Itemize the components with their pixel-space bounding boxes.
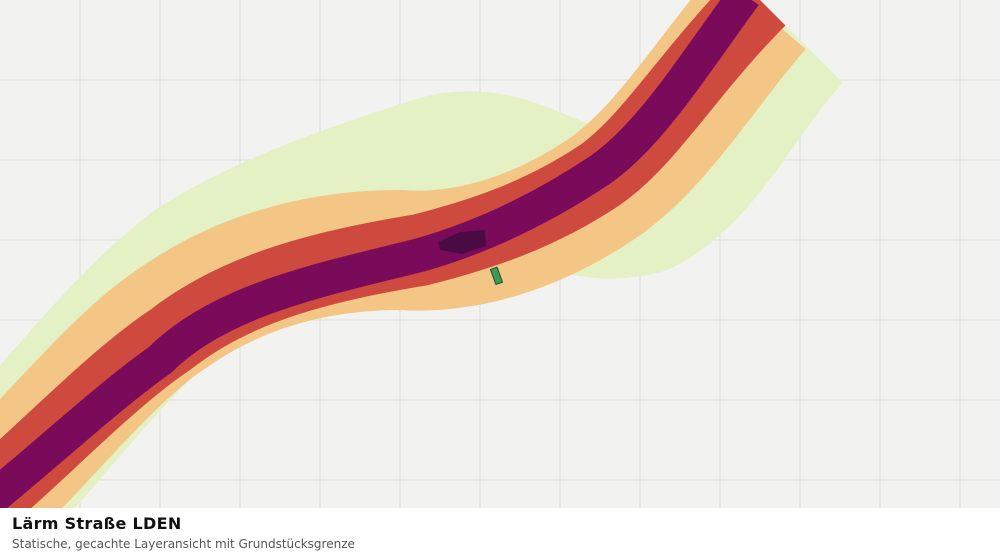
noise-bands [0, 0, 845, 508]
band-dark [438, 230, 486, 254]
band-purple [0, 0, 759, 508]
parcel-boundary [489, 266, 504, 286]
map [0, 0, 1000, 508]
layer-title: Lärm Straße LDEN [12, 514, 182, 533]
layer-subtitle: Statische, gecachte Layeransicht mit Gru… [12, 537, 355, 551]
footer: Lärm Straße LDEN Statische, gecachte Lay… [0, 508, 1000, 560]
